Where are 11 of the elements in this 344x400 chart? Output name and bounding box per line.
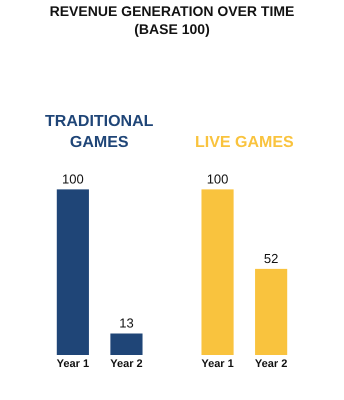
x-tick-label: Year 1 (56, 358, 90, 370)
text: TRADITIONAL GAMES (45, 113, 154, 151)
data-label: 13 (119, 315, 134, 330)
x-tick-label: Year 1 (201, 358, 234, 370)
chart-title: REVENUE GENERATION OVER TIME (BASE 100) (50, 3, 294, 38)
text: LIVE GAMES (195, 134, 294, 151)
data-label: 100 (206, 171, 228, 186)
x-tick-label: Year 2 (254, 358, 288, 370)
data-label: 100 (62, 171, 84, 186)
data-label: 52 (264, 250, 278, 266)
x-tick-label: Year 2 (110, 358, 143, 370)
